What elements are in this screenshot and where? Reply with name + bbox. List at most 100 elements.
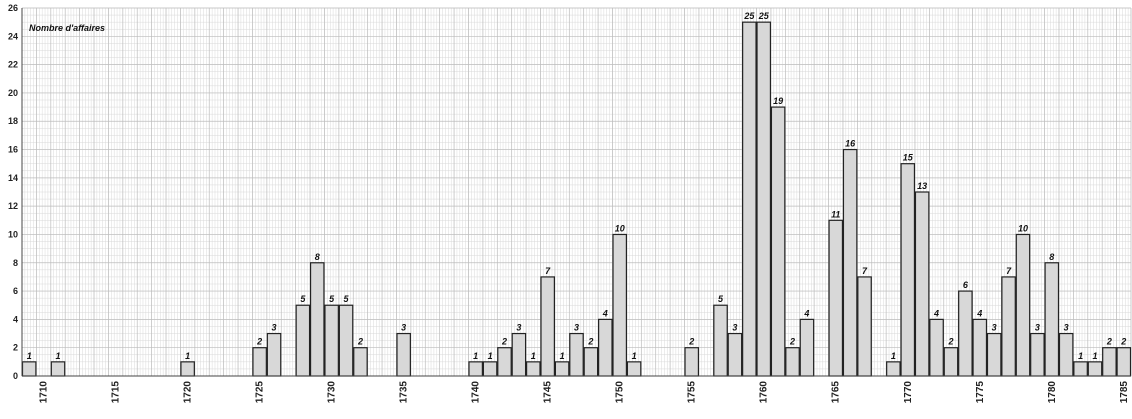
y-tick-label: 12: [8, 201, 18, 211]
bar: [972, 318, 988, 377]
bar: [684, 347, 700, 377]
bar: [525, 361, 541, 377]
bar: [612, 233, 628, 377]
bar: [324, 304, 339, 377]
data-label: 15: [903, 153, 914, 163]
bar: [785, 347, 800, 377]
data-label: 2: [1106, 337, 1112, 347]
bar: [1087, 361, 1103, 377]
data-label: 3: [401, 323, 406, 333]
x-tick-label: 1745: [543, 381, 554, 404]
data-label: 7: [862, 266, 868, 276]
x-tick-label: 1785: [1119, 381, 1130, 404]
data-label: 2: [256, 337, 262, 347]
bar: [756, 21, 772, 377]
data-label: 1: [560, 351, 565, 361]
data-label: 13: [917, 181, 927, 191]
y-tick-label: 26: [8, 3, 18, 13]
data-label: 1: [488, 351, 493, 361]
bar: [252, 347, 267, 377]
bar: [266, 332, 282, 377]
bar: [482, 361, 498, 377]
bar: [943, 347, 959, 377]
data-label: 2: [688, 337, 694, 347]
data-label: 1: [1092, 351, 1097, 361]
data-label: 1: [891, 351, 896, 361]
bar: [842, 148, 858, 377]
x-tick-label: 1750: [615, 381, 626, 404]
y-tick-label: 6: [13, 286, 18, 296]
data-label: 25: [758, 11, 770, 21]
y-tick-label: 22: [8, 60, 18, 70]
y-tick-label: 14: [8, 173, 18, 183]
y-tick-label: 20: [8, 88, 18, 98]
bar: [309, 262, 325, 377]
bar: [929, 318, 944, 377]
bar: [554, 361, 570, 377]
bar: [727, 332, 743, 377]
y-tick-label: 18: [8, 116, 18, 126]
x-tick-label: 1725: [255, 381, 266, 404]
data-label: 1: [55, 351, 60, 361]
data-label: 11: [831, 209, 840, 219]
data-label: 1: [1078, 351, 1083, 361]
data-label: 2: [1120, 337, 1126, 347]
data-label: 1: [473, 351, 478, 361]
data-label: 3: [732, 323, 737, 333]
x-tick-label: 1740: [471, 381, 482, 404]
data-label: 3: [1035, 323, 1040, 333]
bar: [770, 106, 786, 377]
bar: [353, 347, 368, 377]
bar: [1073, 361, 1088, 377]
bar: [1030, 332, 1045, 377]
y-tick-label: 10: [8, 229, 18, 239]
bar: [857, 276, 872, 377]
data-label: 6: [963, 280, 969, 290]
data-label: 5: [329, 294, 335, 304]
bar: [900, 163, 916, 377]
x-tick-label: 1780: [1047, 381, 1058, 404]
bar: [540, 276, 555, 377]
data-label: 2: [501, 337, 507, 347]
data-label: 7: [545, 266, 551, 276]
data-label: 4: [976, 308, 982, 318]
data-label: 25: [743, 11, 755, 21]
bar: [569, 332, 584, 377]
bar: [295, 304, 311, 377]
data-label: 10: [615, 223, 625, 233]
data-label: 2: [789, 337, 795, 347]
data-label: 4: [933, 308, 939, 318]
bar: [1102, 347, 1117, 377]
data-label: 4: [602, 308, 608, 318]
bar: [396, 332, 411, 377]
data-label: 1: [632, 351, 637, 361]
bar: [1001, 276, 1016, 377]
bar: [828, 219, 844, 377]
x-tick-label: 1730: [327, 381, 338, 404]
bar: [1044, 262, 1060, 377]
bar: [598, 318, 613, 377]
data-label: 3: [1064, 323, 1069, 333]
y-tick-label: 8: [13, 258, 18, 268]
y-tick-label: 0: [13, 371, 18, 381]
data-label: 1: [27, 351, 32, 361]
bar: [742, 21, 757, 377]
x-tick-label: 1710: [39, 381, 50, 404]
data-label: 8: [315, 252, 320, 262]
bar: [1058, 332, 1074, 377]
x-tick-label: 1770: [903, 381, 914, 404]
data-label: 3: [574, 323, 579, 333]
data-label: 1: [531, 351, 536, 361]
bar: [1116, 347, 1132, 377]
data-label: 2: [587, 337, 593, 347]
x-tick-label: 1775: [975, 381, 986, 404]
data-label: 5: [300, 294, 306, 304]
bar: [497, 347, 512, 377]
bar: [713, 304, 728, 377]
bar: [180, 361, 195, 377]
data-label: 2: [357, 337, 363, 347]
data-label: 2: [947, 337, 953, 347]
data-label: 1: [185, 351, 190, 361]
